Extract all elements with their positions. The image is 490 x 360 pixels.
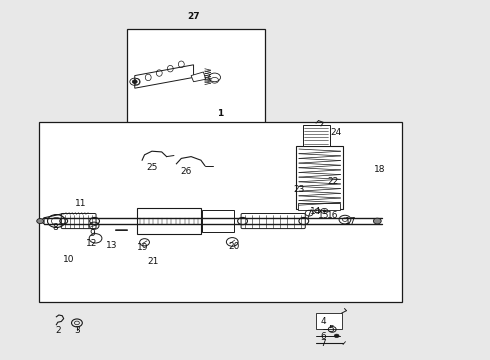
Bar	[127, 29, 265, 137]
Text: 4: 4	[320, 317, 326, 325]
Text: 19: 19	[137, 243, 149, 252]
Bar	[296, 146, 343, 209]
Text: 14: 14	[310, 207, 322, 216]
Text: 20: 20	[228, 242, 240, 251]
Text: 17: 17	[344, 217, 356, 226]
Circle shape	[373, 218, 381, 224]
Bar	[202, 210, 234, 232]
Text: 23: 23	[293, 185, 305, 194]
Circle shape	[37, 219, 44, 224]
Text: 8: 8	[52, 223, 58, 232]
Polygon shape	[40, 218, 44, 224]
Text: 1: 1	[218, 109, 223, 118]
Text: 11: 11	[75, 199, 87, 208]
Text: 24: 24	[330, 128, 341, 137]
Text: 10: 10	[63, 256, 74, 264]
Text: 12: 12	[86, 239, 98, 248]
Text: 3: 3	[74, 326, 80, 335]
Text: 2: 2	[55, 326, 61, 335]
Text: 9: 9	[89, 229, 95, 238]
Text: 6: 6	[320, 332, 326, 341]
Circle shape	[132, 80, 137, 84]
Text: 15: 15	[318, 211, 329, 220]
Bar	[137, 208, 201, 234]
FancyBboxPatch shape	[241, 213, 305, 229]
Text: 7: 7	[320, 339, 326, 348]
FancyBboxPatch shape	[61, 213, 96, 229]
Bar	[303, 125, 330, 146]
Text: 25: 25	[146, 163, 158, 172]
Polygon shape	[191, 72, 206, 82]
Text: 21: 21	[147, 257, 159, 266]
Text: 18: 18	[374, 165, 386, 174]
Text: 27: 27	[187, 12, 200, 21]
Circle shape	[323, 210, 326, 212]
Bar	[39, 122, 402, 302]
Text: 22: 22	[328, 177, 339, 186]
Text: 13: 13	[106, 242, 118, 251]
Polygon shape	[135, 65, 194, 88]
Text: 26: 26	[180, 166, 192, 176]
Text: 5: 5	[328, 325, 334, 333]
Circle shape	[334, 334, 339, 338]
Text: 16: 16	[327, 211, 339, 220]
Bar	[316, 313, 342, 329]
Bar	[298, 203, 340, 210]
